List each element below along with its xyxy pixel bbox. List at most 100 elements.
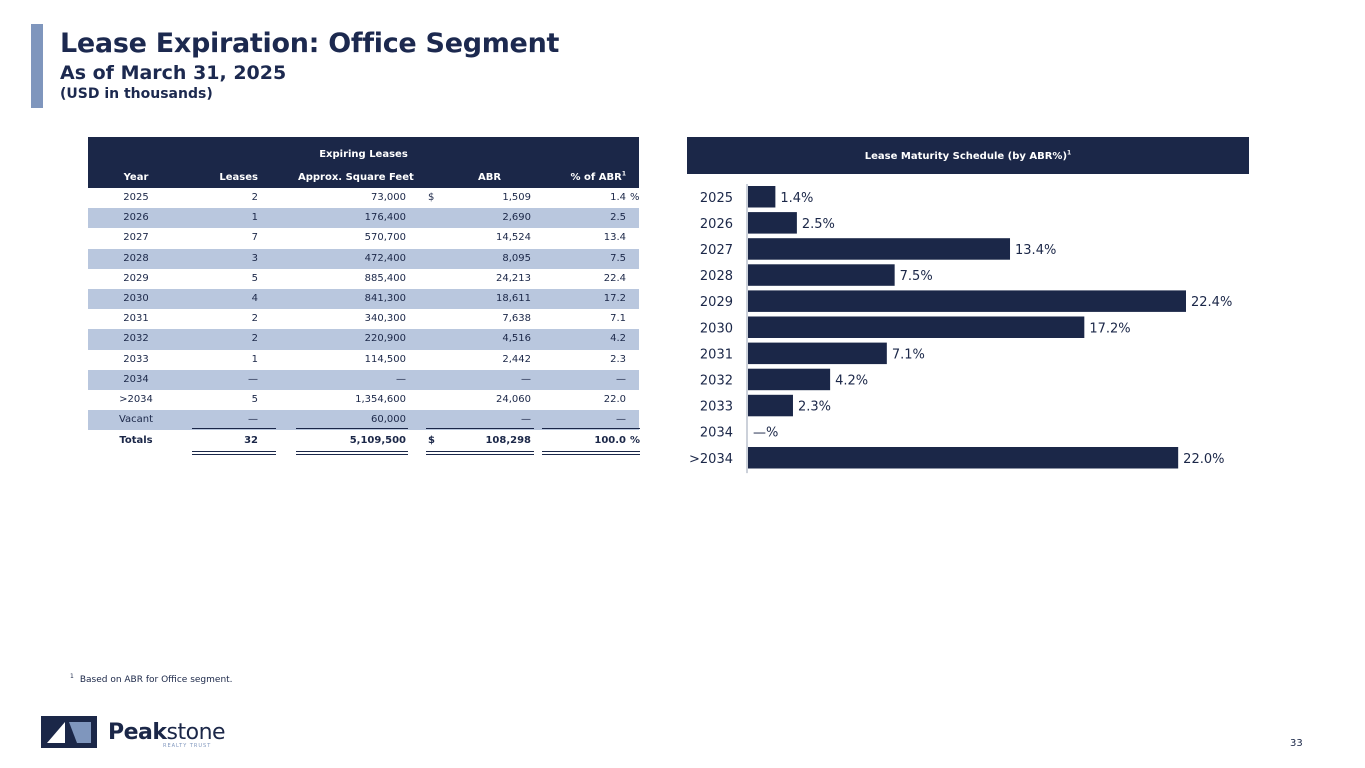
cell-pct: 7.5	[610, 252, 626, 264]
cell-pct-sign: %	[630, 192, 640, 204]
bar	[748, 290, 1186, 312]
cell-pct: 13.4	[603, 232, 626, 244]
cell-abr: 24,213	[496, 272, 531, 284]
data-label: 7.1%	[892, 347, 925, 362]
title-accent-bar	[31, 24, 43, 108]
cell-year: 2029	[123, 272, 149, 284]
cell-pct: 22.4	[603, 272, 626, 284]
table-group-header: Expiring Leases	[319, 149, 408, 160]
cell-abr: 7,638	[502, 313, 531, 325]
cell-year: >2034	[119, 393, 153, 405]
page-title: Lease Expiration: Office Segment	[60, 28, 560, 59]
cell-leases: —	[248, 373, 258, 385]
totals-abr: 108,298	[485, 435, 531, 447]
table-row: >2034 5 1,354,600 24,060 22.0	[88, 390, 639, 410]
cell-abr: 14,524	[496, 232, 531, 244]
cell-pct: 1.4	[610, 192, 626, 204]
cell-abr: —	[521, 414, 531, 426]
table-body: 2025 2 73,000 1,509 1.4 $% 2026 1 176,400 2,690 2.…	[88, 188, 640, 431]
category-label: >2034	[689, 452, 733, 467]
cell-sqft: 841,300	[364, 293, 406, 305]
table-row: 2030 4 841,300 18,611 17.2	[88, 288, 639, 310]
table-row: 2031 2 340,300 7,638 7.1	[88, 309, 639, 329]
table-row: 2027 7 570,700 14,524 13.4	[88, 228, 639, 248]
cell-year: 2030	[123, 293, 149, 305]
bar	[748, 264, 895, 286]
table-row: 2028 3 472,400 8,095 7.5	[88, 248, 639, 269]
table-row: 2025 2 73,000 1,509 1.4 $%	[88, 188, 639, 208]
cell-pct: 2.3	[610, 353, 626, 365]
cell-leases: 1	[251, 212, 258, 224]
cell-abr: 24,060	[496, 393, 531, 405]
category-label: 2027	[700, 243, 733, 258]
brand-name-bold: Peak	[108, 720, 167, 745]
data-label: 22.0%	[1183, 452, 1224, 467]
cell-abr: 18,611	[496, 293, 531, 305]
col-header-leases: Leases	[219, 172, 258, 183]
cell-sqft: 570,700	[364, 232, 406, 244]
table-totals-row: Totals 32 5,109,500 $ 108,298 100.0 %	[88, 428, 641, 456]
cell-year: 2027	[123, 232, 149, 244]
category-label: 2034	[700, 426, 733, 441]
cell-pct: 4.2	[610, 333, 626, 345]
cell-sqft: 472,400	[364, 252, 406, 264]
brand-tagline: REALTY TRUST	[163, 743, 212, 749]
units-note: (USD in thousands)	[60, 86, 213, 102]
lease-expiration-table: Expiring Leases Year Leases Approx. Squa…	[88, 137, 641, 456]
cell-sqft: 73,000	[371, 192, 406, 204]
bar	[748, 186, 776, 208]
totals-label: Totals	[119, 435, 153, 447]
data-label: 1.4%	[780, 191, 813, 206]
col-header-pct-footnote: 1	[621, 170, 626, 178]
bar	[748, 342, 887, 365]
totals-pct-sign: %	[630, 435, 641, 447]
peakstone-logo-icon	[41, 716, 97, 748]
cell-year: 2031	[123, 313, 149, 325]
totals-pct: 100.0	[594, 435, 626, 447]
cell-sqft: 885,400	[364, 272, 406, 284]
footnote: 1 Based on ABR for Office segment.	[70, 673, 233, 685]
cell-pct: —	[616, 373, 626, 385]
cell-sqft: 340,300	[364, 313, 406, 325]
data-label: 17.2%	[1089, 321, 1130, 336]
data-label: 13.4%	[1015, 243, 1056, 258]
cell-abr: 8,095	[502, 252, 531, 264]
cell-leases: 5	[251, 393, 258, 405]
table-row: 2034 — — — —	[88, 369, 639, 390]
category-label: 2031	[700, 347, 733, 362]
bar	[748, 447, 1179, 469]
cell-pct: 7.1	[610, 313, 626, 325]
cell-year: Vacant	[118, 414, 154, 426]
cell-sqft: 114,500	[364, 353, 406, 365]
cell-sqft: 176,400	[364, 212, 406, 224]
cell-abr: 2,690	[502, 212, 531, 224]
cell-sqft: —	[396, 373, 406, 385]
data-label: 4.2%	[835, 373, 868, 388]
footnote-text: Based on ABR for Office segment.	[79, 675, 233, 685]
data-label: 22.4%	[1191, 295, 1232, 310]
bar	[748, 212, 797, 234]
cell-leases: 2	[251, 192, 258, 204]
data-label: 7.5%	[900, 269, 933, 284]
category-label: 2028	[700, 269, 733, 284]
cell-leases: 3	[251, 252, 258, 264]
cell-leases: 1	[251, 353, 258, 365]
chart-title: Lease Maturity Schedule (by ABR%)1	[687, 137, 1249, 174]
page-number: 33	[1290, 738, 1303, 749]
table-header: Expiring Leases Year Leases Approx. Squa…	[88, 137, 639, 188]
cell-pct: 2.5	[610, 212, 626, 224]
cell-abr: 2,442	[502, 353, 531, 365]
page-subtitle: As of March 31, 2025	[60, 62, 287, 84]
cell-year: 2026	[123, 212, 149, 224]
category-label: 2029	[700, 295, 733, 310]
totals-leases: 32	[244, 435, 258, 447]
category-label: 2030	[700, 321, 733, 336]
table-row: 2032 2 220,900 4,516 4.2	[88, 329, 639, 350]
chart-title-footnote: 1	[1067, 149, 1072, 157]
cell-leases: 5	[251, 272, 258, 284]
col-header-pct-label: % of ABR	[570, 172, 622, 183]
totals-dollar-sign: $	[428, 435, 435, 447]
bar	[748, 316, 1085, 338]
cell-sqft: 60,000	[371, 414, 406, 426]
col-header-sqft: Approx. Square Feet	[298, 172, 414, 183]
